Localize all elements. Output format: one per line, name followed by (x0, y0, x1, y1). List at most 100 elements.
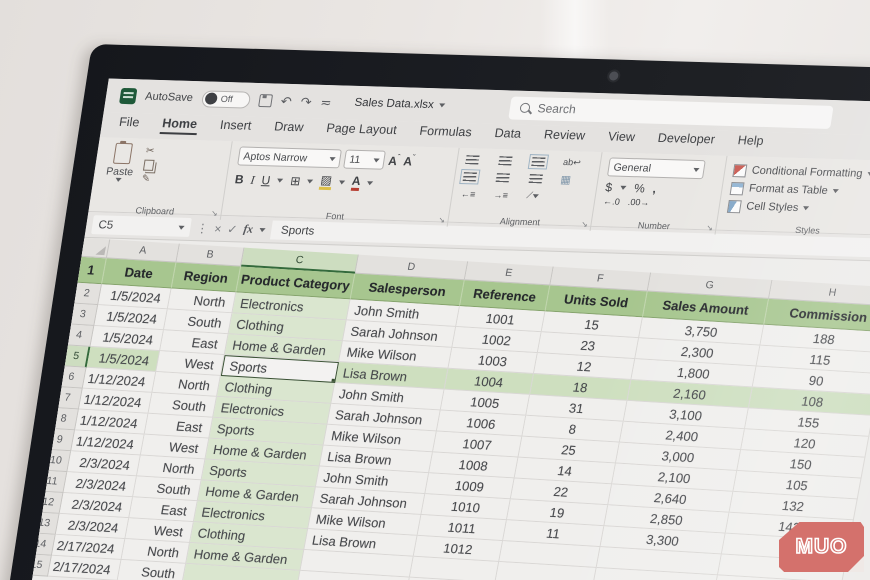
align-middle-icon[interactable] (498, 156, 513, 166)
tab-review[interactable]: Review (543, 127, 587, 143)
row-header-13[interactable]: 13 (29, 512, 60, 535)
row-header-9[interactable]: 9 (45, 428, 76, 452)
tab-formulas[interactable]: Formulas (418, 123, 473, 140)
decrease-indent-icon[interactable]: ←≡ (460, 188, 477, 199)
tab-data[interactable]: Data (493, 126, 523, 141)
bold-button[interactable]: B (233, 172, 245, 187)
increase-indent-icon[interactable]: →≡ (493, 189, 509, 200)
row-header-12[interactable]: 12 (33, 491, 64, 514)
tab-view[interactable]: View (606, 129, 636, 145)
number-format-select[interactable]: General (607, 157, 707, 180)
row-header-11[interactable]: 11 (37, 470, 68, 494)
cancel-icon[interactable]: × (213, 221, 223, 236)
row-header-5[interactable]: 5 (60, 345, 91, 368)
currency-icon[interactable]: $ (604, 180, 614, 195)
clipboard-group: Paste ✂ ✎ Clipboard ↘ (87, 137, 233, 220)
grow-font-button[interactable]: Aˆ (387, 153, 401, 168)
shrink-font-button[interactable]: Aˇ (402, 153, 416, 169)
orientation-icon[interactable]: ⟋ (526, 190, 552, 202)
row-header-10[interactable]: 10 (41, 449, 72, 473)
cell-styles-icon (727, 199, 743, 213)
screen: AutoSave Off ↶ ↷ ≂ Sales Data.xlsx Searc… (8, 78, 870, 580)
row-header-14[interactable]: 14 (26, 533, 56, 556)
cut-icon[interactable]: ✂ (145, 145, 156, 157)
align-bottom-icon[interactable] (527, 153, 549, 170)
row-header-6[interactable]: 6 (56, 366, 87, 389)
more-options-icon: ⋮ (195, 220, 210, 236)
row-header-7[interactable]: 7 (53, 387, 83, 410)
tab-home[interactable]: Home (159, 114, 200, 136)
select-all-corner[interactable] (80, 237, 111, 259)
font-size-select[interactable]: 11 (343, 149, 386, 170)
excel-app-icon (118, 87, 138, 105)
cell-B15[interactable]: South (117, 559, 187, 580)
chevron-down-icon[interactable] (307, 179, 314, 184)
align-right-icon[interactable] (528, 174, 543, 184)
chevron-down-icon (802, 206, 810, 211)
number-group: General $ % , ←.0 .00→ Number ↘ (590, 152, 728, 235)
tab-developer[interactable]: Developer (656, 130, 716, 147)
align-center-icon[interactable] (495, 173, 511, 183)
chevron-down-icon (832, 189, 840, 194)
clipboard-group-label: Clipboard (134, 205, 175, 217)
customize-qat-icon[interactable]: ≂ (319, 94, 333, 110)
align-left-icon[interactable] (459, 168, 481, 185)
wrap-text-icon[interactable]: ab↩ (562, 157, 582, 168)
tab-file[interactable]: File (118, 114, 141, 130)
autosave-toggle[interactable]: Off (200, 89, 252, 109)
font-group: Aptos Narrow 11 Aˆ Aˇ B I U ⊞ ▨ A (220, 141, 461, 227)
tab-help[interactable]: Help (736, 133, 765, 148)
search-placeholder: Search (536, 101, 577, 117)
italic-button[interactable]: I (249, 172, 256, 187)
cell-E14[interactable] (409, 556, 500, 580)
alignment-dialog-launcher[interactable]: ↘ (580, 219, 589, 229)
underline-button[interactable]: U (260, 173, 272, 188)
document-title[interactable]: Sales Data.xlsx (354, 97, 446, 112)
number-dialog-launcher[interactable]: ↘ (705, 223, 714, 233)
row-header-4[interactable]: 4 (64, 324, 95, 347)
cell-styles-button[interactable]: Cell Styles (727, 197, 870, 220)
search-icon (518, 102, 531, 113)
row-header-8[interactable]: 8 (49, 407, 79, 431)
cell-B1[interactable]: Region (171, 262, 242, 293)
cell-A15[interactable]: 2/17/2024 (47, 555, 122, 580)
chevron-down-icon (178, 225, 185, 230)
row-header-3[interactable]: 3 (68, 303, 99, 326)
borders-icon[interactable]: ⊞ (289, 173, 302, 189)
chevron-down-icon[interactable] (619, 185, 627, 190)
font-name-select[interactable]: Aptos Narrow (237, 146, 342, 169)
tab-page-layout[interactable]: Page Layout (325, 121, 398, 138)
save-icon[interactable] (257, 93, 273, 107)
decrease-decimal-icon[interactable]: .00→ (627, 196, 651, 208)
redo-icon[interactable]: ↷ (299, 93, 313, 110)
insert-function-icon[interactable]: fx (242, 223, 254, 236)
format-painter-icon[interactable]: ✎ (140, 173, 151, 185)
merge-center-icon[interactable]: ▦ (559, 173, 572, 187)
font-color-icon[interactable]: A (350, 174, 362, 191)
chevron-down-icon[interactable] (367, 181, 374, 186)
copy-icon[interactable] (142, 159, 155, 171)
row-header-2[interactable]: 2 (72, 282, 103, 306)
tab-insert[interactable]: Insert (219, 117, 253, 133)
search-box[interactable]: Search (507, 95, 834, 129)
laptop: AutoSave Off ↶ ↷ ≂ Sales Data.xlsx Searc… (0, 44, 870, 580)
styles-group: Conditional Formatting Format as Table C… (715, 155, 870, 240)
clipboard-dialog-launcher[interactable]: ↘ (210, 208, 219, 218)
paste-button[interactable]: Paste (101, 142, 141, 182)
autosave-label: AutoSave (144, 90, 194, 104)
align-top-icon[interactable] (465, 155, 481, 165)
tab-draw[interactable]: Draw (273, 119, 305, 135)
row-header-15[interactable]: 15 (22, 554, 52, 577)
chevron-down-icon[interactable] (277, 178, 284, 183)
chevron-down-icon (693, 167, 700, 172)
undo-icon[interactable]: ↶ (279, 93, 293, 109)
fill-color-icon[interactable]: ▨ (319, 173, 333, 191)
chevron-down-icon[interactable] (338, 180, 345, 185)
percent-icon[interactable]: % (633, 181, 646, 196)
enter-icon[interactable]: ✓ (226, 221, 239, 236)
comma-style-icon[interactable]: , (651, 181, 658, 196)
sheet-grid: A B C D E F G H 1 Date Region Product Category Sales… (8, 237, 870, 580)
increase-decimal-icon[interactable]: ←.0 (602, 196, 621, 207)
font-dialog-launcher[interactable]: ↘ (437, 215, 446, 225)
chevron-down-icon (258, 227, 266, 232)
